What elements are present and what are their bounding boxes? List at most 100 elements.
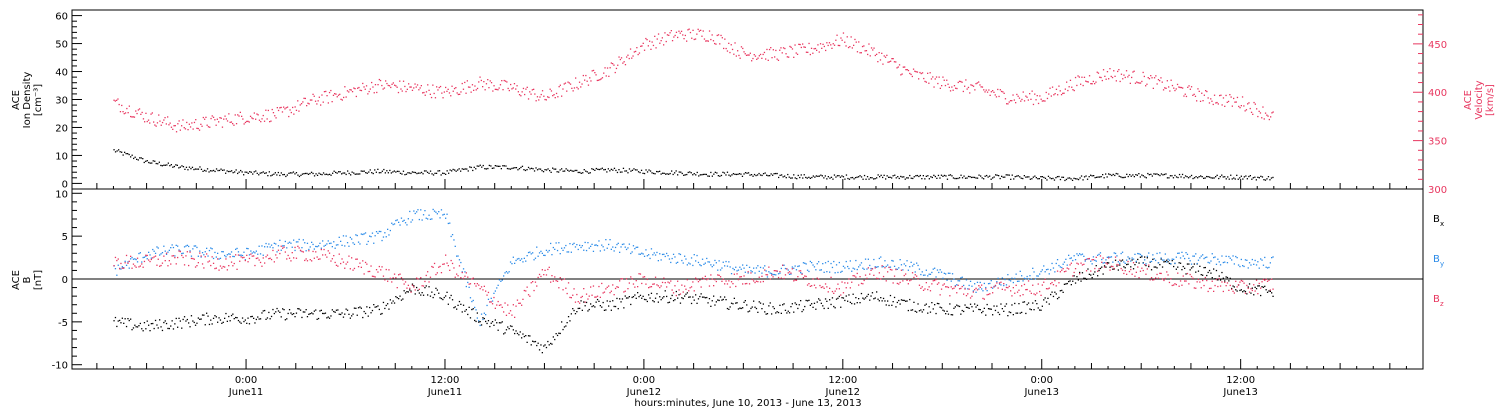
velocity-point <box>113 99 115 101</box>
bx-point <box>294 316 296 318</box>
velocity-point <box>332 94 335 96</box>
bx-point <box>344 313 346 315</box>
bx-point <box>682 297 684 300</box>
bx-point <box>1181 269 1183 271</box>
bz-point <box>858 284 860 286</box>
by-point <box>565 244 567 247</box>
bz-point <box>1173 284 1175 286</box>
ion-density-point <box>591 168 593 170</box>
velocity-point <box>1215 102 1217 104</box>
ion-density-point <box>479 164 481 166</box>
velocity-point <box>205 116 207 118</box>
ion-density-point <box>502 165 504 167</box>
bz-point <box>1040 294 1042 296</box>
bx-point <box>678 294 680 296</box>
by-point <box>793 267 795 269</box>
by-point <box>771 272 773 275</box>
by-point <box>474 306 476 309</box>
bz-point <box>801 273 803 275</box>
ion-density-point <box>116 150 118 152</box>
ion-density-point <box>432 174 435 176</box>
velocity-point <box>1109 68 1111 70</box>
by-point <box>667 255 669 257</box>
velocity-point <box>1160 77 1162 79</box>
bx-point <box>847 300 849 302</box>
ion-density-point <box>892 175 894 177</box>
velocity-point <box>251 117 253 119</box>
by-point <box>874 266 876 268</box>
ion-density-point <box>1193 177 1196 179</box>
bx-point <box>602 301 604 304</box>
by-point <box>881 266 883 268</box>
velocity-point <box>788 56 790 58</box>
ion-density-point <box>1151 175 1153 177</box>
bz-point <box>777 276 780 279</box>
velocity-point <box>151 112 153 114</box>
velocity-point <box>612 63 614 65</box>
velocity-point <box>962 90 964 93</box>
velocity-point <box>1031 90 1033 92</box>
ion-density-point <box>1187 177 1190 179</box>
ion-density-point <box>1067 177 1069 179</box>
velocity-point <box>809 53 811 56</box>
bz-point <box>290 260 292 262</box>
bx-point <box>422 294 425 296</box>
velocity-point <box>448 92 451 94</box>
bx-point <box>558 332 560 334</box>
bx-point <box>1232 285 1234 287</box>
by-point <box>674 256 676 258</box>
velocity-point <box>122 111 124 113</box>
bz-point <box>475 285 477 287</box>
bx-point <box>776 311 778 313</box>
ion-density-point <box>238 171 240 173</box>
velocity-point <box>1029 93 1031 95</box>
velocity-point <box>733 53 735 55</box>
ion-density-point <box>989 175 991 177</box>
ion-density-point <box>1190 174 1193 177</box>
ion-density-point <box>833 174 836 176</box>
bz-point <box>852 275 854 277</box>
bz-point <box>695 277 697 279</box>
ion-density-point <box>901 176 903 178</box>
bz-point <box>818 278 820 280</box>
by-point <box>708 261 711 263</box>
by-point <box>769 272 771 274</box>
ion-density-point <box>143 161 145 164</box>
velocity-point <box>657 33 660 35</box>
by-point <box>1213 256 1215 259</box>
bz-point <box>418 288 420 290</box>
ion-density-point <box>936 177 938 179</box>
bx-point <box>1026 303 1028 306</box>
bz-point <box>222 265 224 268</box>
bx-point <box>1217 279 1219 281</box>
velocity-point <box>149 122 151 124</box>
bx-point <box>190 315 193 317</box>
by-point <box>1085 258 1088 260</box>
bx-point <box>1239 289 1241 292</box>
ion-density-point <box>633 168 635 170</box>
by-point <box>543 254 545 256</box>
velocity-point <box>428 89 430 91</box>
velocity-point <box>1233 97 1235 100</box>
by-point <box>224 254 226 257</box>
ion-density-point <box>665 173 667 175</box>
bz-point <box>1000 281 1002 283</box>
by-point <box>563 247 566 249</box>
velocity-point <box>752 57 754 60</box>
by-point <box>1052 267 1055 269</box>
by-point <box>1231 259 1233 261</box>
ion-density-point <box>541 170 543 172</box>
by-point <box>953 278 955 280</box>
by-point <box>346 242 349 244</box>
by-point <box>306 242 309 244</box>
by-point <box>1157 262 1160 264</box>
by-point <box>1054 271 1056 273</box>
by-point <box>719 269 722 271</box>
velocity-point <box>1258 110 1260 112</box>
bx-point <box>370 312 372 314</box>
by-point <box>820 269 822 271</box>
ion-density-point <box>762 173 765 175</box>
ion-density-point <box>838 175 840 177</box>
ion-density-point <box>903 176 905 178</box>
velocity-point <box>414 83 416 85</box>
